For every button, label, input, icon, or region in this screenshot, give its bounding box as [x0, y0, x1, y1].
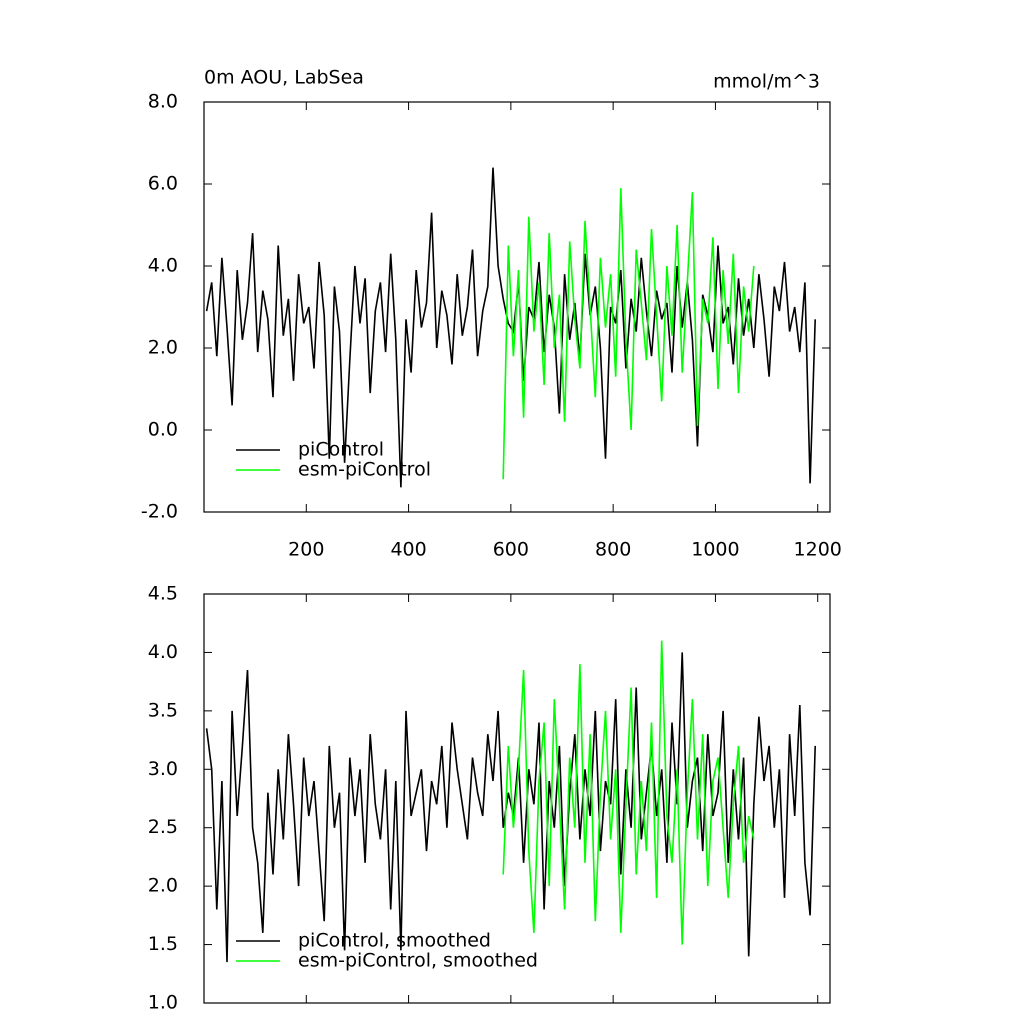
chart-title: 0m AOU, LabSea	[204, 67, 364, 89]
data-line	[205, 652, 816, 963]
x-tick-label: 800	[595, 539, 631, 561]
y-tick-label: 6.0	[148, 173, 178, 195]
legend-label: piControl, smoothed	[298, 930, 491, 952]
y-tick-label: 0.0	[148, 419, 178, 441]
x-tick-label: 400	[390, 539, 426, 561]
y-tick-label: 2.5	[148, 816, 178, 838]
data-line	[502, 188, 755, 480]
legend-label: piControl	[298, 439, 384, 461]
units-label: mmol/m^3	[713, 71, 820, 93]
y-tick-label: 2.0	[148, 875, 178, 897]
y-tick-label: 4.5	[148, 583, 178, 605]
data-line	[205, 167, 816, 488]
plot-frame	[203, 593, 831, 1004]
y-tick-label: 3.0	[148, 758, 178, 780]
y-tick-label: 8.0	[148, 91, 178, 113]
x-tick-label: 1200	[794, 539, 842, 561]
y-tick-label: 4.0	[148, 255, 178, 277]
data-line	[502, 640, 755, 945]
y-tick-label: 3.5	[148, 699, 178, 721]
y-tick-label: 4.0	[148, 641, 178, 663]
y-tick-label: 1.5	[148, 933, 178, 955]
y-tick-label: 1.0	[148, 992, 178, 1014]
y-tick-label: -2.0	[141, 501, 178, 523]
x-tick-label: 200	[288, 539, 324, 561]
x-tick-label: 1000	[691, 539, 739, 561]
legend-label: esm-piControl, smoothed	[298, 950, 538, 972]
y-tick-label: 2.0	[148, 337, 178, 359]
plot-frame	[203, 101, 831, 513]
x-tick-label: 600	[493, 539, 529, 561]
legend-label: esm-piControl	[298, 459, 431, 481]
